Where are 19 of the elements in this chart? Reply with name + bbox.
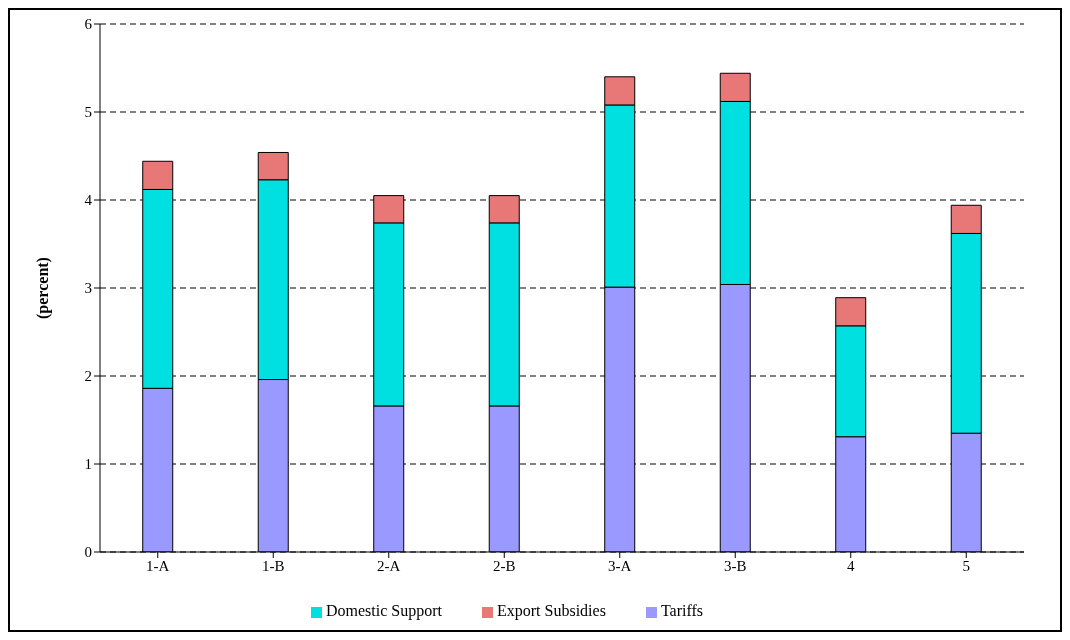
y-axis-title: (percent) (33, 257, 52, 319)
legend-label: Export Subsidies (496, 602, 606, 619)
x-tick-label: 1-A (146, 557, 170, 574)
y-tick-label: 0 (84, 544, 92, 561)
x-tick-label: 3-B (724, 557, 747, 574)
x-tick-label: 5 (962, 557, 970, 574)
y-tick-label: 3 (84, 280, 92, 297)
y-tick-label: 5 (84, 104, 92, 121)
legend-label: Tariffs (660, 602, 703, 619)
y-tick-label: 1 (84, 456, 92, 473)
x-tick-label: 3-A (608, 557, 632, 574)
y-tick-label: 6 (84, 16, 93, 33)
legend-label: Domestic Support (325, 602, 442, 619)
y-tick-label: 4 (84, 192, 93, 209)
x-tick-label: 2-A (377, 557, 401, 574)
y-tick-label: 2 (84, 368, 92, 385)
x-tick-label: 1-B (262, 557, 285, 574)
x-tick-label: 4 (847, 557, 855, 574)
x-tick-label: 2-B (493, 557, 516, 574)
